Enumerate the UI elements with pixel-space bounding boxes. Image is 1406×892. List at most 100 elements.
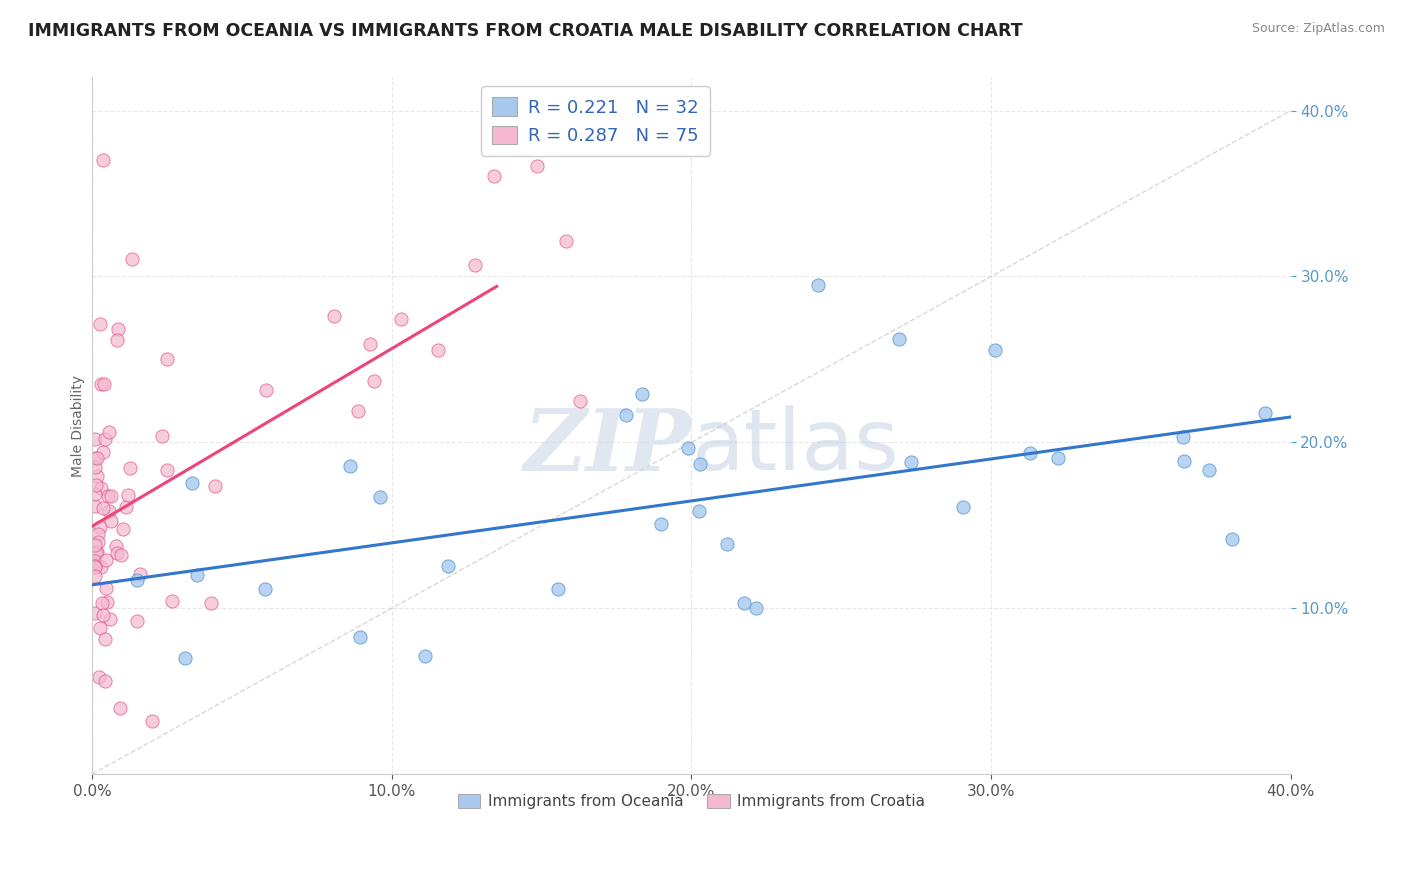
Point [84,478,107,492]
Point [121,252,143,267]
Point [93,445,115,459]
Point [117,487,139,501]
Point [547,582,569,597]
Point [526,159,548,173]
Point [1047,451,1070,466]
Point [86,544,108,558]
Point [688,504,710,518]
Point [733,596,755,610]
Point [105,546,128,560]
Point [984,343,1007,358]
Point [86,451,108,466]
Point [156,352,179,367]
Point [93,376,115,391]
Point [631,387,654,401]
Point [84,487,107,501]
Point [96,553,118,567]
Point [84,560,107,574]
Point [389,311,412,326]
Point [162,594,184,608]
Point [108,701,131,715]
Point [1198,463,1220,477]
Text: IMMIGRANTS FROM OCEANIA VS IMMIGRANTS FROM CROATIA MALE DISABILITY CORRELATION C: IMMIGRANTS FROM OCEANIA VS IMMIGRANTS FR… [28,22,1022,40]
Point [181,475,204,490]
Point [555,234,578,248]
Point [93,673,115,688]
Point [89,519,111,533]
Point [100,514,122,528]
Point [84,606,107,620]
Point [568,394,591,409]
Point [125,573,148,587]
Point [96,581,118,595]
Point [98,612,121,626]
Point [90,596,112,610]
Point [84,451,107,466]
Point [84,432,107,446]
Point [107,322,129,336]
Point [91,153,114,168]
Point [110,549,132,563]
Y-axis label: Male Disability: Male Disability [72,375,86,477]
Point [204,479,226,493]
Point [87,527,110,541]
Point [127,614,149,628]
Point [150,429,173,443]
Point [437,558,460,573]
Point [97,489,120,503]
Point [676,441,699,455]
Point [115,500,138,514]
Point [413,649,436,664]
Point [97,425,120,439]
Point [98,503,121,517]
Point [349,630,371,644]
Point [100,489,122,503]
Point [94,632,117,647]
Text: Source: ZipAtlas.com: Source: ZipAtlas.com [1251,22,1385,36]
Point [952,500,974,515]
Point [91,607,114,622]
Point [156,463,179,477]
Point [118,461,141,475]
Point [363,374,385,388]
Point [253,582,276,596]
Point [464,258,486,272]
Point [90,481,112,495]
Point [91,500,114,515]
Point [323,310,346,324]
Point [90,376,112,391]
Point [347,404,370,418]
Point [141,714,163,728]
Point [86,469,108,483]
Point [200,596,222,610]
Point [1171,430,1194,444]
Point [84,499,107,513]
Point [96,594,118,608]
Point [887,332,910,346]
Point [689,457,711,471]
Point [174,651,197,665]
Point [900,455,922,469]
Point [368,490,391,504]
Point [104,539,127,553]
Point [650,517,672,532]
Point [87,670,110,684]
Point [129,566,152,581]
Point [89,622,111,636]
Point [84,559,107,574]
Point [359,337,381,351]
Point [84,568,107,582]
Point [111,522,134,536]
Point [427,343,450,358]
Point [1173,454,1195,468]
Point [716,537,738,551]
Text: atlas: atlas [692,405,900,488]
Point [254,383,277,397]
Point [1220,532,1243,546]
Point [93,432,115,446]
Point [807,277,830,292]
Point [84,546,107,560]
Point [86,535,108,549]
Point [614,408,637,422]
Point [1019,445,1042,459]
